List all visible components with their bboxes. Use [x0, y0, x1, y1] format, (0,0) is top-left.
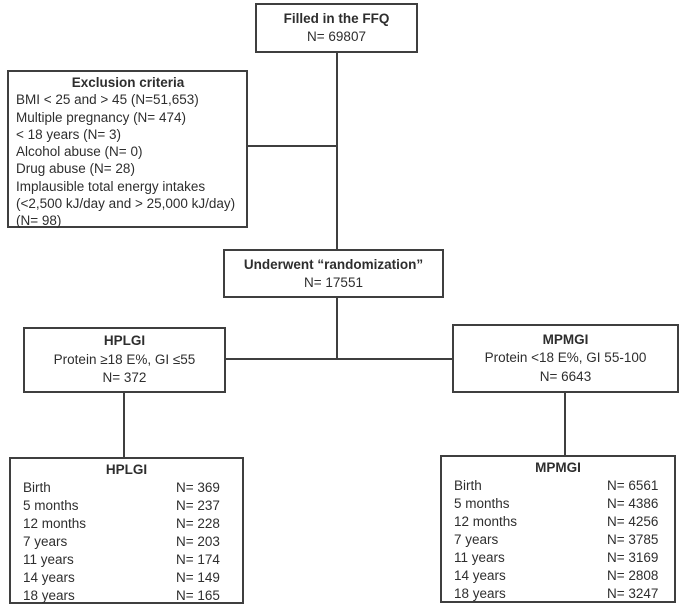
followup-row: 7 years N= 203 [11, 533, 242, 551]
ffq-box-title: Filled in the FFQ [283, 11, 390, 26]
mpmgi-followup-title: MPMGI [535, 460, 581, 475]
followup-row-label: Birth [23, 480, 51, 495]
followup-row-label: 5 months [454, 496, 510, 511]
followup-row-label: 12 months [454, 514, 518, 529]
exclusion-criteria-line: < 18 years (N= 3) [16, 126, 122, 142]
followup-row: 18 years N= 165 [11, 587, 242, 605]
followup-row-label: 7 years [23, 534, 68, 549]
exclusion-criteria-line: (N= 98) [16, 213, 62, 229]
followup-row: 5 months N= 237 [11, 497, 242, 515]
exclusion-criteria-line: Drug abuse (N= 28) [16, 161, 135, 177]
followup-row: 5 months N= 4386 [442, 495, 674, 513]
connector-ffq-to-randomization [336, 52, 338, 250]
exclusion-criteria-line: Implausible total energy intakes [16, 178, 206, 194]
followup-row-label: 14 years [454, 568, 506, 583]
hplgi-followup-table: HPLGI Birth N= 369 5 months N= 237 12 mo… [9, 457, 244, 604]
mpmgi-followup-rows: Birth N= 6561 5 months N= 4386 12 months… [442, 477, 674, 603]
hplgi-arm-title: HPLGI [103, 333, 146, 349]
exclusion-box: Exclusion criteria BMI < 25 and > 45 (N=… [7, 70, 248, 228]
mpmgi-arm-n: N= 6643 [539, 368, 592, 384]
followup-row-label: 12 months [23, 516, 87, 531]
mpmgi-arm-title: MPMGI [542, 331, 589, 347]
exclusion-criteria-line: Alcohol abuse (N= 0) [16, 144, 143, 160]
followup-row: 18 years N= 3247 [442, 585, 674, 603]
connector-mpmgi-to-table [564, 392, 566, 456]
hplgi-followup-rows: Birth N= 369 5 months N= 237 12 months N… [11, 479, 242, 605]
exclusion-criteria-line: (<2,500 kJ/day and > 25,000 kJ/day) [16, 196, 236, 212]
followup-row: 11 years N= 174 [11, 551, 242, 569]
followup-row-value: N= 3247 [607, 586, 659, 601]
exclusion-criteria-list: BMI < 25 and > 45 (N=51,653) Multiple pr… [16, 91, 240, 229]
ffq-box: Filled in the FFQ N= 69807 [255, 3, 418, 53]
followup-row-value: N= 3785 [607, 532, 659, 547]
followup-row-label: 5 months [23, 498, 79, 513]
followup-row: 12 months N= 228 [11, 515, 242, 533]
exclusion-criteria-line: Multiple pregnancy (N= 474) [16, 109, 186, 125]
followup-row-label: 7 years [454, 532, 499, 547]
followup-row: 12 months N= 4256 [442, 513, 674, 531]
followup-row-label: 11 years [454, 550, 505, 565]
followup-row: 11 years N= 3169 [442, 549, 674, 567]
followup-row-value: N= 6561 [607, 478, 659, 493]
followup-row-value: N= 237 [176, 498, 220, 513]
hplgi-followup-title: HPLGI [105, 462, 148, 477]
followup-row-value: N= 4386 [607, 496, 659, 511]
connector-randomization-to-split [336, 297, 338, 359]
ffq-box-n: N= 69807 [307, 29, 366, 44]
connector-split-horizontal [225, 358, 453, 360]
followup-row: 14 years N= 149 [11, 569, 242, 587]
followup-row-value: N= 4256 [607, 514, 659, 529]
randomization-box-title: Underwent “randomization” [243, 256, 424, 272]
followup-row-label: Birth [454, 478, 482, 493]
mpmgi-arm-box: MPMGI Protein <18 E%, GI 55-100 N= 6643 [452, 324, 679, 393]
hplgi-arm-box: HPLGI Protein ≥18 E%, GI ≤55 N= 372 [23, 327, 226, 393]
followup-row-value: N= 228 [176, 516, 220, 531]
connector-exclusion [248, 145, 337, 147]
connector-hplgi-to-table [123, 392, 125, 458]
mpmgi-arm-criteria: Protein <18 E%, GI 55-100 [484, 350, 647, 366]
exclusion-criteria-line: BMI < 25 and > 45 (N=51,653) [16, 92, 199, 108]
followup-row-value: N= 2808 [607, 568, 659, 583]
mpmgi-followup-table: MPMGI Birth N= 6561 5 months N= 4386 12 … [440, 455, 676, 603]
followup-row-value: N= 174 [176, 552, 220, 567]
followup-row-label: 18 years [454, 586, 506, 601]
followup-row-label: 14 years [23, 570, 75, 585]
followup-row-value: N= 203 [176, 534, 220, 549]
followup-row-value: N= 149 [176, 570, 220, 585]
followup-row: Birth N= 369 [11, 479, 242, 497]
randomization-box: Underwent “randomization” N= 17551 [223, 249, 444, 298]
hplgi-arm-criteria: Protein ≥18 E%, GI ≤55 [53, 351, 196, 367]
hplgi-arm-n: N= 372 [102, 370, 147, 386]
followup-row: Birth N= 6561 [442, 477, 674, 495]
followup-row-label: 11 years [23, 552, 74, 567]
followup-row-value: N= 369 [176, 480, 220, 495]
followup-row-label: 18 years [23, 588, 75, 603]
exclusion-box-title: Exclusion criteria [71, 75, 185, 90]
followup-row: 7 years N= 3785 [442, 531, 674, 549]
followup-row-value: N= 165 [176, 588, 220, 603]
randomization-box-n: N= 17551 [304, 274, 363, 290]
followup-row: 14 years N= 2808 [442, 567, 674, 585]
followup-row-value: N= 3169 [607, 550, 659, 565]
